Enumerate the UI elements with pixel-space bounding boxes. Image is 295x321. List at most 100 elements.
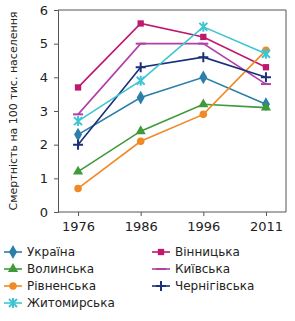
point-marker: [136, 125, 146, 134]
point-marker: [199, 70, 207, 84]
point: [261, 102, 271, 111]
y-tick-label: 1: [40, 171, 48, 186]
y-tick: 0: [40, 205, 58, 220]
point: [138, 20, 144, 26]
point-marker: [200, 34, 206, 40]
legend-entry: Волинська: [4, 262, 94, 276]
legend-entry: Київська: [152, 262, 230, 276]
x-axis: 1976 1986 1996 2011: [58, 212, 286, 234]
legend-symbol: [158, 249, 164, 255]
point-marker: [200, 111, 208, 119]
x-tick: 1976: [62, 212, 95, 234]
point: [200, 111, 208, 119]
legend-label: Рівненська: [27, 279, 96, 293]
point: [136, 43, 146, 44]
point: [74, 116, 82, 126]
series-line: [78, 57, 266, 145]
point: [199, 70, 207, 84]
point-marker: [73, 113, 83, 115]
y-tick: 6: [40, 3, 58, 18]
point: [198, 98, 208, 107]
point: [136, 125, 146, 134]
point-marker: [137, 91, 145, 105]
point-marker: [261, 72, 271, 82]
legend-entry: Житомирська: [4, 296, 115, 310]
point-marker: [136, 62, 146, 72]
plot-frame: [58, 10, 286, 212]
legend-label: Україна: [27, 245, 75, 259]
point-marker: [136, 43, 146, 45]
y-tick-mark: [54, 44, 58, 45]
point: [137, 76, 145, 86]
point: [137, 91, 145, 105]
y-tick-mark: [54, 178, 58, 179]
point: [261, 84, 271, 85]
point: [199, 22, 207, 32]
legend-label: Чернігівська: [175, 279, 254, 293]
y-tick: 4: [40, 70, 58, 85]
point-marker: [198, 52, 208, 62]
series: [75, 20, 269, 90]
legend-marker: [156, 281, 166, 291]
point-marker: [198, 98, 208, 107]
x-tick-label: 1996: [187, 219, 220, 234]
legend-marker: [158, 249, 164, 255]
legend-symbol: [8, 263, 18, 272]
x-tick-mark: [78, 212, 79, 216]
legend-symbol: [9, 298, 17, 308]
legend-label: Вінницька: [175, 245, 240, 259]
point: [198, 52, 208, 62]
y-axis-title: Смертність на 100 тис. населення: [7, 12, 20, 211]
point: [262, 49, 270, 59]
legend-entry: Рівненська: [4, 279, 96, 293]
series-line: [78, 104, 266, 171]
point: [73, 114, 83, 115]
x-tick-label: 1986: [125, 219, 158, 234]
series: [74, 47, 269, 193]
legend-entry: Вінницька: [152, 245, 240, 259]
y-tick-label: 0: [40, 205, 48, 220]
y-tick-mark: [54, 111, 58, 112]
point: [73, 140, 83, 150]
y-tick: 3: [40, 104, 58, 119]
series: [73, 98, 271, 174]
point-marker: [199, 22, 207, 32]
series: [74, 22, 270, 126]
plot-area: [73, 20, 271, 192]
legend-marker: [8, 263, 18, 272]
point: [74, 185, 82, 193]
point: [137, 138, 145, 146]
legend-marker: [9, 282, 17, 290]
legend-symbol: [156, 281, 166, 291]
x-tick-label: 1976: [62, 219, 95, 234]
x-tick-mark: [266, 212, 267, 216]
point: [74, 128, 82, 142]
legend: Україна Вінницька Волинська Київська Рівненс…: [4, 245, 254, 310]
point-marker: [263, 64, 269, 70]
point-marker: [74, 116, 82, 126]
y-tick: 2: [40, 137, 58, 152]
point: [261, 72, 271, 82]
legend-marker: [156, 269, 166, 270]
point-marker: [138, 20, 144, 26]
point: [198, 43, 208, 44]
point-marker: [74, 185, 82, 193]
y-tick-label: 3: [40, 104, 48, 119]
point-marker: [261, 102, 271, 111]
point-marker: [75, 84, 81, 90]
legend-marker: [9, 298, 17, 308]
x-tick-label: 2011: [250, 219, 283, 234]
legend-line: [152, 268, 170, 270]
series-line: [78, 50, 266, 188]
x-tick: 1986: [125, 212, 158, 234]
legend-entry: Україна: [4, 245, 75, 259]
x-axis-line: [58, 212, 286, 213]
legend-label: Київська: [175, 262, 230, 276]
point-marker: [262, 49, 270, 59]
series: [73, 52, 271, 150]
legend-label: Житомирська: [27, 296, 115, 310]
chart: 01234561976198619962011Смертність на 100…: [0, 0, 295, 321]
y-tick-mark: [54, 10, 58, 11]
point-marker: [198, 43, 208, 45]
y-axis: 0123456: [40, 3, 59, 220]
